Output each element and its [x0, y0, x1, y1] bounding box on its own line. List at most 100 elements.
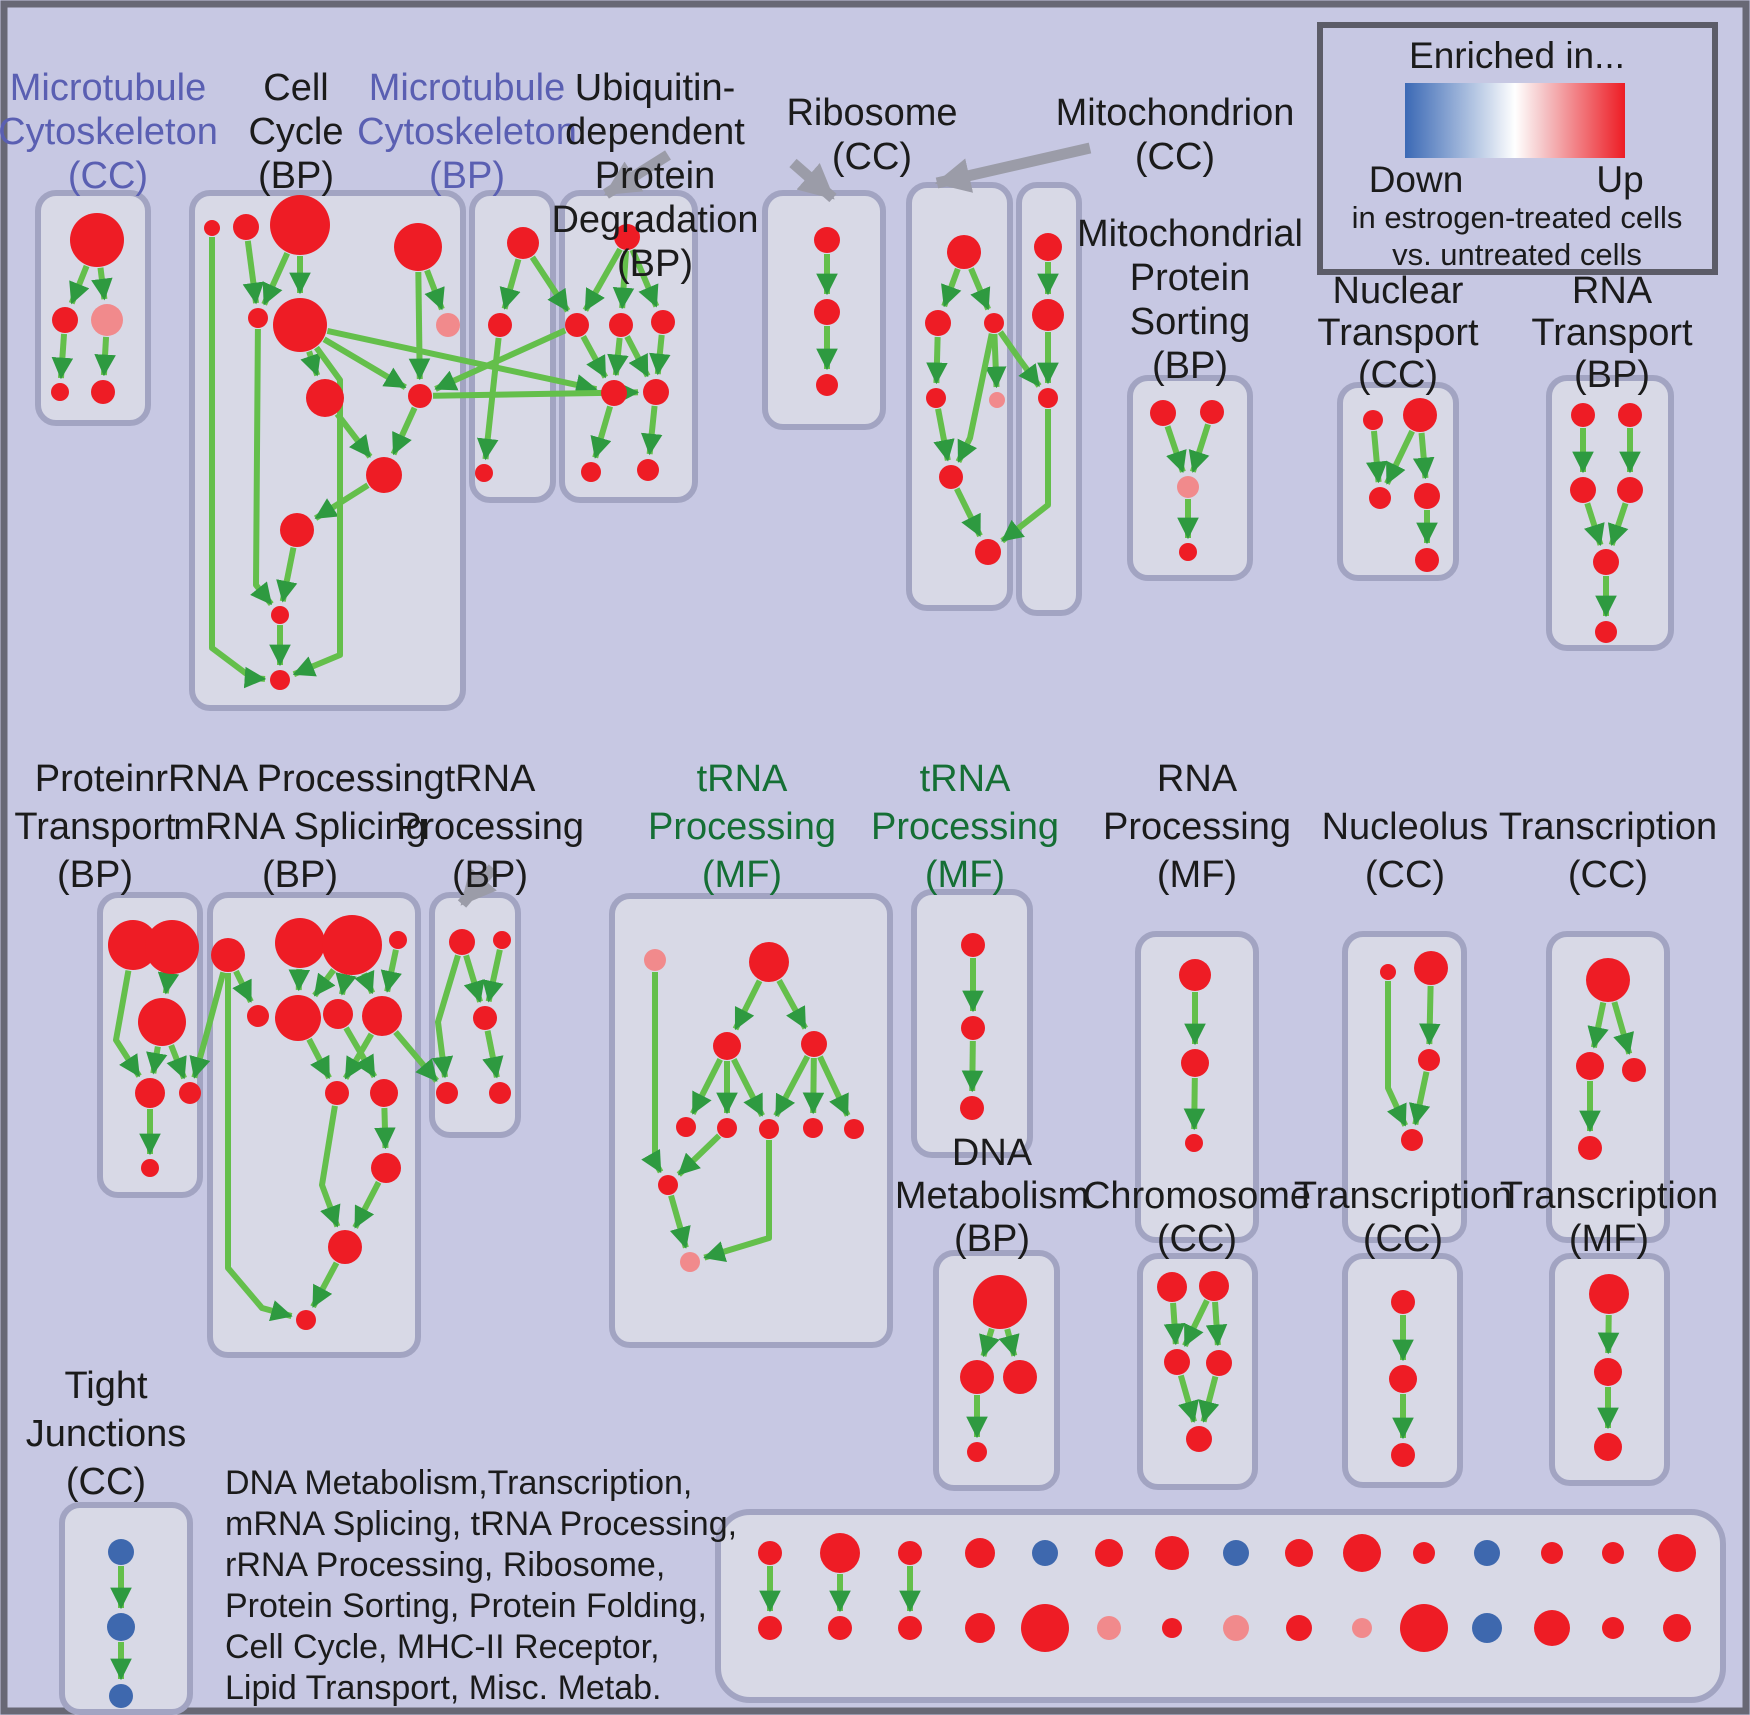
group-label-ribosome: (CC): [832, 136, 912, 178]
edge: [380, 949, 402, 993]
node: [1413, 1542, 1435, 1564]
group-label-chromosome: (CC): [1157, 1218, 1237, 1260]
group-label-trna-bp: Processing: [396, 806, 584, 848]
edge: [1409, 1071, 1431, 1126]
edge: [250, 328, 274, 606]
group-label-cell-cycle: Cycle: [248, 111, 343, 153]
edge: [261, 252, 290, 306]
edge: [961, 1040, 984, 1093]
annotation-line: Lipid Transport, Misc. Metab.: [225, 1669, 662, 1707]
edge: [242, 240, 265, 305]
node: [1369, 487, 1391, 509]
edge: [1587, 1001, 1609, 1049]
group-label-ubiquitin: Protein: [595, 155, 715, 197]
node: [898, 1616, 922, 1640]
group-label-trna-mf-2: tRNA: [920, 758, 1011, 800]
edge: [476, 337, 502, 461]
group-label-ubiquitin: Degradation: [551, 199, 758, 241]
node: [637, 459, 659, 481]
node: [749, 942, 789, 982]
cross-edge: [1000, 409, 1051, 544]
edge: [374, 1107, 396, 1150]
node: [960, 1096, 984, 1120]
group-label-tight-junctions: Junctions: [26, 1413, 187, 1455]
edge: [998, 1328, 1020, 1357]
node: [984, 313, 1004, 333]
node: [961, 933, 985, 957]
group-label-microtubule-bp: Cytoskeleton: [357, 111, 577, 153]
node: [965, 1538, 995, 1568]
group-label-protein-transport: Protein: [35, 758, 155, 800]
group-label-nuclear-transport: Transport: [1317, 312, 1479, 354]
node: [1199, 1271, 1229, 1301]
node: [1594, 1358, 1622, 1386]
edge: [582, 247, 623, 312]
edge: [732, 979, 763, 1031]
group-label-transcription-cc-bot: Transcription: [1294, 1175, 1512, 1217]
node: [1541, 1542, 1563, 1564]
group-label-mitochondrion: Mitochondrion: [1056, 92, 1295, 134]
node: [1286, 1615, 1312, 1641]
node: [898, 1541, 922, 1565]
node: [565, 313, 589, 337]
node: [844, 1119, 864, 1139]
group-label-trna-mf-2: (MF): [925, 854, 1005, 896]
group-label-trna-mf-2: Processing: [871, 806, 1059, 848]
edge: [776, 978, 808, 1030]
node: [960, 1360, 994, 1394]
node: [1589, 1274, 1629, 1314]
node: [493, 931, 511, 949]
node: [1415, 548, 1439, 572]
group-label-tight-junctions: (CC): [66, 1461, 146, 1503]
edge: [590, 405, 613, 459]
node: [280, 513, 314, 547]
edge: [979, 1327, 1000, 1358]
node: [680, 1252, 700, 1272]
cross-edge: [326, 327, 598, 396]
annotation-line: Cell Cycle, MHC-II Receptor,: [225, 1628, 660, 1666]
node: [658, 1175, 678, 1195]
node: [328, 1230, 362, 1264]
node: [271, 606, 289, 624]
node: [1186, 1426, 1212, 1452]
edge: [292, 345, 343, 678]
node: [145, 920, 199, 974]
node: [967, 1442, 987, 1462]
edge: [1177, 1374, 1199, 1423]
group-label-rna-processing: (MF): [1157, 854, 1237, 896]
edge: [773, 1054, 811, 1118]
edge: [624, 335, 651, 378]
edge: [926, 336, 948, 385]
node: [1032, 1540, 1058, 1566]
edge: [641, 972, 664, 1174]
node: [1571, 403, 1595, 427]
cross-edge: [434, 327, 567, 392]
node: [1658, 1534, 1696, 1572]
node: [1602, 1542, 1624, 1564]
node: [248, 308, 268, 328]
node: [1474, 1540, 1500, 1566]
edge: [166, 1044, 187, 1080]
node: [370, 1079, 398, 1107]
node: [70, 213, 124, 267]
node: [1223, 1540, 1249, 1566]
edge: [1164, 425, 1187, 473]
edge: [1365, 430, 1388, 484]
node: [801, 1031, 827, 1057]
node: [1618, 403, 1642, 427]
node: [1593, 549, 1619, 575]
node: [759, 1119, 779, 1139]
gray-pointer-arrow: [789, 158, 837, 203]
group-label-transcription-mf: (MF): [1569, 1218, 1649, 1260]
node: [211, 938, 245, 972]
group-label-transcription-cc-mid: Transcription: [1499, 806, 1717, 848]
edge: [225, 973, 293, 1322]
group-label-mito-sorting: Sorting: [1130, 301, 1250, 343]
gray-pointer-arrow: [934, 142, 1092, 193]
edge: [731, 1058, 765, 1117]
edge: [984, 333, 1007, 389]
node: [449, 929, 475, 955]
node: [676, 1117, 696, 1137]
node: [1223, 1615, 1249, 1641]
node: [1472, 1613, 1502, 1643]
